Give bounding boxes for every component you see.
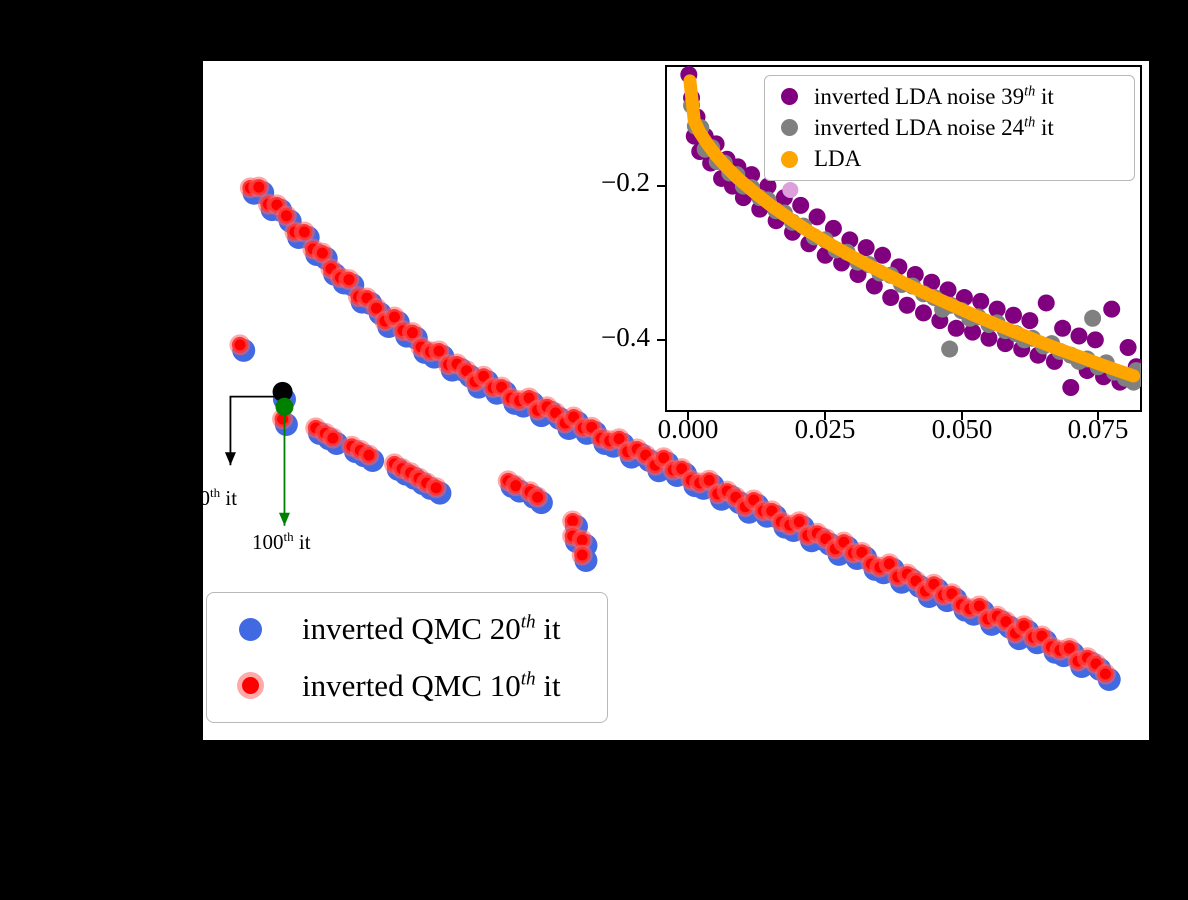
inset-legend: inverted LDA noise 39th it inverted LDA … bbox=[764, 75, 1135, 181]
annotation-50th-it: 50th it bbox=[189, 485, 238, 510]
annotation-100th-it: 100th it bbox=[252, 529, 311, 554]
annotation-sup: th bbox=[283, 529, 294, 544]
inset-xtick-label: 0.000 bbox=[657, 414, 719, 444]
annotation-text: 100 bbox=[252, 530, 284, 554]
label-sup: th bbox=[1024, 114, 1036, 131]
red-halo-circle-marker bbox=[242, 677, 259, 695]
label-text: inverted LDA noise 24 bbox=[814, 114, 1025, 140]
label-text: it bbox=[1035, 83, 1054, 109]
inset-xtick-label: 0.025 bbox=[794, 414, 856, 444]
gray-circle-marker bbox=[781, 119, 798, 137]
label-sup: th bbox=[520, 611, 536, 633]
legend-label: inverted QMC 10th it bbox=[302, 668, 561, 704]
legend-item-lda-noise-39th: inverted LDA noise 39th it bbox=[781, 84, 1134, 110]
legend-item-lda-noise-24th: inverted LDA noise 24th it bbox=[781, 115, 1134, 141]
main-legend: inverted QMC 20th it inverted QMC 10th i… bbox=[206, 592, 608, 723]
label-sup: th bbox=[520, 668, 536, 690]
legend-item-qmc-20th: inverted QMC 20th it bbox=[239, 611, 607, 647]
blue-circle-marker bbox=[239, 617, 262, 641]
label-sup: th bbox=[1024, 83, 1036, 99]
inset-ytick-mark bbox=[657, 339, 665, 341]
inset-xtick-mark bbox=[824, 412, 826, 420]
label-text: it bbox=[1035, 114, 1054, 140]
legend-label: inverted LDA noise 24th it bbox=[814, 115, 1054, 141]
label-text: LDA bbox=[814, 146, 862, 172]
legend-item-lda: LDA bbox=[781, 146, 1134, 172]
label-text: inverted QMC 10 bbox=[302, 667, 521, 703]
purple-circle-marker bbox=[781, 88, 798, 106]
legend-item-qmc-10th: inverted QMC 10th it bbox=[239, 668, 607, 704]
legend-label: inverted LDA noise 39th it bbox=[814, 84, 1054, 110]
label-text: inverted LDA noise 39 bbox=[814, 83, 1025, 109]
inset-ytick-label: −0.2 bbox=[601, 167, 650, 197]
inset-xtick-label: 0.075 bbox=[1067, 414, 1129, 444]
label-text: it bbox=[535, 611, 561, 647]
legend-label: LDA bbox=[814, 146, 861, 172]
inset-xtick-mark bbox=[961, 412, 963, 420]
inset-ytick-mark bbox=[657, 185, 665, 187]
inset-xtick-mark bbox=[1097, 412, 1099, 420]
inset-xtick-label: 0.050 bbox=[931, 414, 993, 444]
annotation-text: it bbox=[293, 530, 311, 554]
inset-ytick-label: −0.4 bbox=[601, 322, 650, 352]
inset-xtick-mark bbox=[687, 412, 689, 420]
orange-circle-marker bbox=[781, 150, 798, 168]
label-text: it bbox=[535, 667, 561, 703]
annotation-sup: th bbox=[210, 485, 221, 500]
legend-label: inverted QMC 20th it bbox=[302, 611, 561, 647]
annotation-text: it bbox=[220, 486, 238, 510]
annotation-text: 50 bbox=[189, 486, 210, 510]
label-text: inverted QMC 20 bbox=[302, 611, 521, 647]
